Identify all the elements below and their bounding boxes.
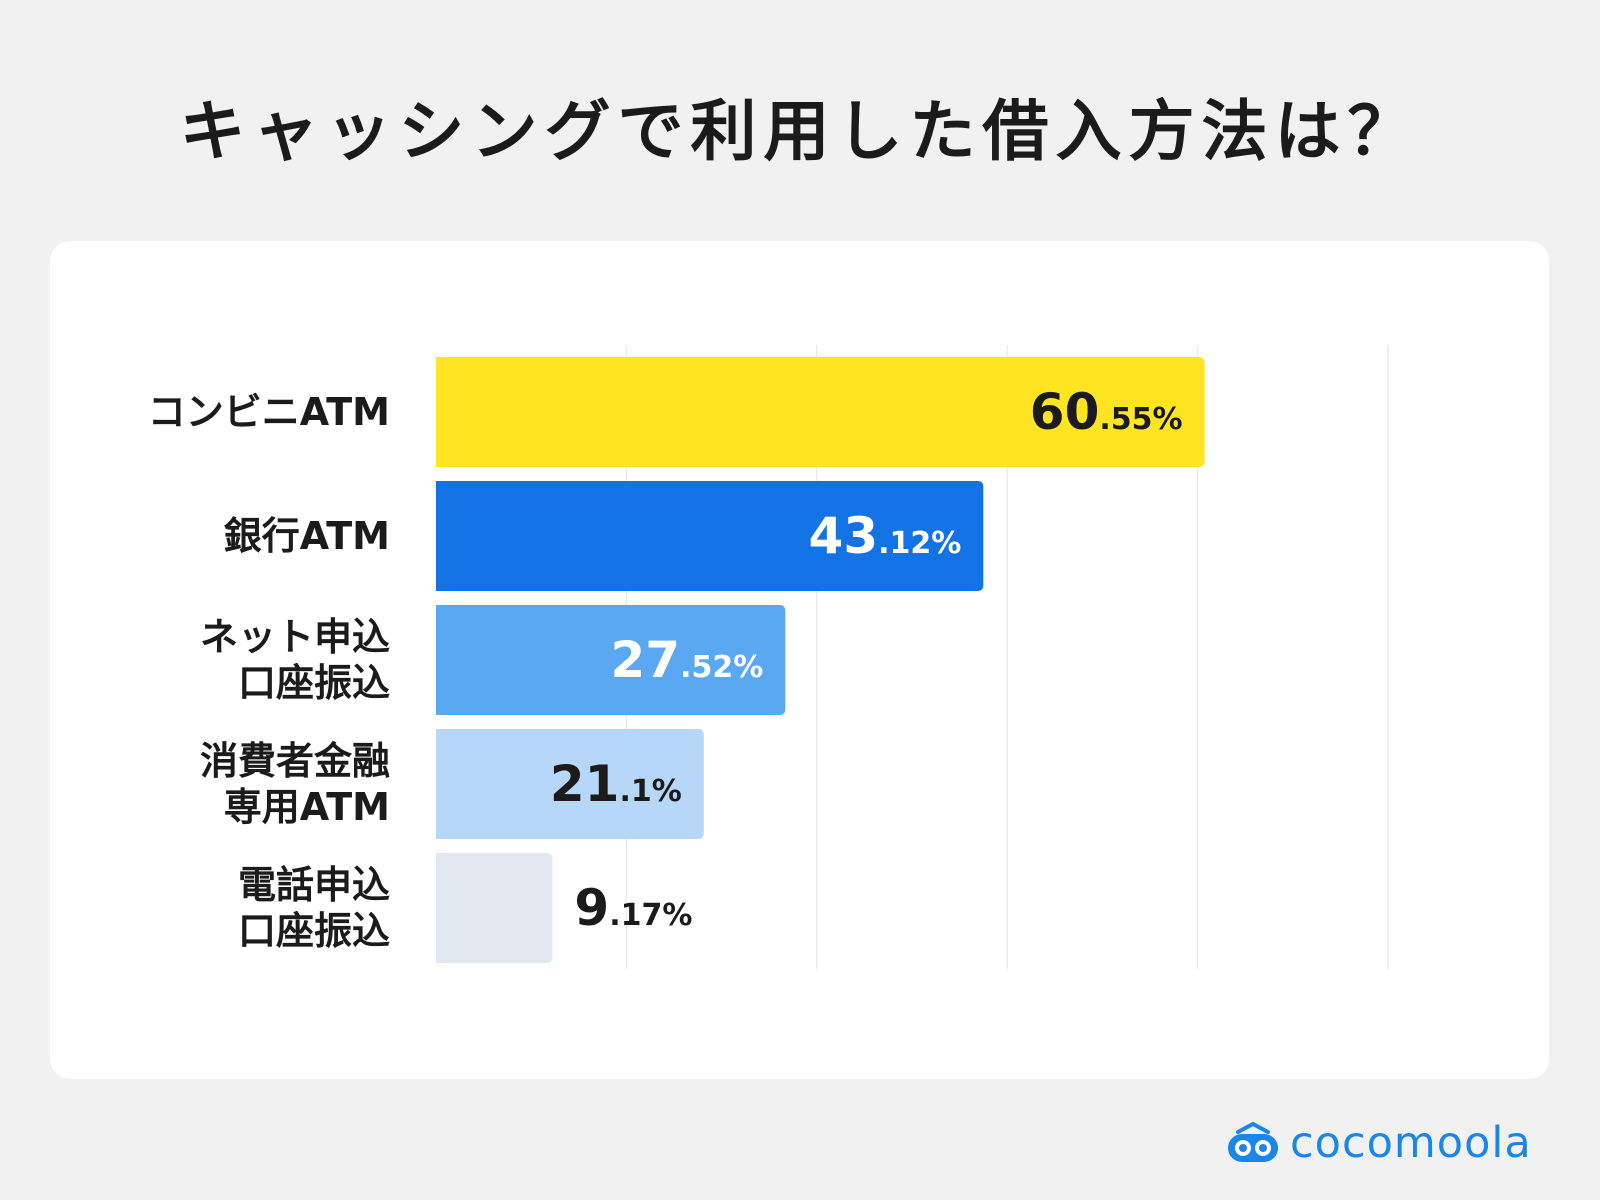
chart-card: コンビニATM 60.55% 銀行ATM 43.12% ネット申込 口座振込 27.52% 消… (50, 241, 1549, 1079)
category-label: 銀行ATM (224, 514, 390, 558)
category-label: 口座振込 (238, 661, 390, 705)
category-label: 口座振込 (238, 909, 390, 953)
brand-name: cocomoola (1290, 1118, 1532, 1168)
value-label: 27.52% (611, 631, 764, 689)
value-label: 60.55% (1030, 383, 1183, 441)
value-label: 21.1% (550, 755, 682, 813)
bar-left-edge (436, 853, 444, 963)
bar (436, 605, 786, 715)
bar-left-edge (436, 357, 444, 467)
value-label: 43.12% (809, 507, 962, 565)
bar (436, 357, 1205, 467)
bar-left-edge (436, 481, 444, 591)
bar (436, 481, 984, 591)
value-label: 9.17% (574, 879, 692, 937)
category-label: コンビニATM (148, 390, 390, 434)
bar-left-edge (436, 605, 444, 715)
bar (436, 729, 704, 839)
category-label: 専用ATM (224, 785, 390, 829)
bar (436, 853, 553, 963)
category-label: 電話申込 (238, 863, 390, 907)
bar-left-edge (436, 729, 444, 839)
category-label: ネット申込 (200, 615, 390, 659)
category-label: 消費者金融 (200, 739, 390, 783)
brand-logo: cocomoola (1226, 1118, 1532, 1168)
robot-icon (1228, 1122, 1278, 1162)
chart-title: キャッシングで利用した借入方法は？ (179, 93, 1421, 170)
